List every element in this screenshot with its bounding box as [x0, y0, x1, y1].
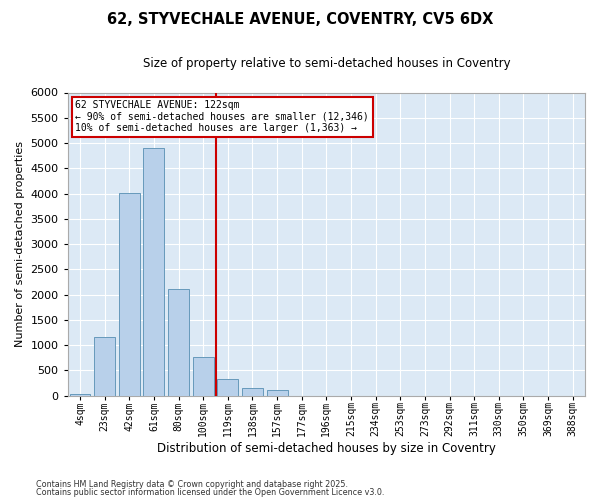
Bar [94, 336, 115, 396]
Title: Size of property relative to semi-detached houses in Coventry: Size of property relative to semi-detach… [143, 58, 510, 70]
Text: 62 STYVECHALE AVENUE: 122sqm
← 90% of semi-detached houses are smaller (12,346)
: 62 STYVECHALE AVENUE: 122sqm ← 90% of se… [76, 100, 369, 134]
Text: Contains HM Land Registry data © Crown copyright and database right 2025.: Contains HM Land Registry data © Crown c… [36, 480, 348, 489]
Text: 62, STYVECHALE AVENUE, COVENTRY, CV5 6DX: 62, STYVECHALE AVENUE, COVENTRY, CV5 6DX [107, 12, 493, 28]
Bar [119, 192, 140, 396]
Y-axis label: Number of semi-detached properties: Number of semi-detached properties [15, 141, 25, 347]
Bar [70, 394, 91, 396]
Bar [266, 390, 287, 396]
Bar [193, 357, 214, 396]
Bar [168, 288, 189, 396]
Bar [143, 148, 164, 396]
Text: Contains public sector information licensed under the Open Government Licence v3: Contains public sector information licen… [36, 488, 385, 497]
Bar [242, 388, 263, 396]
X-axis label: Distribution of semi-detached houses by size in Coventry: Distribution of semi-detached houses by … [157, 442, 496, 455]
Bar [217, 379, 238, 396]
